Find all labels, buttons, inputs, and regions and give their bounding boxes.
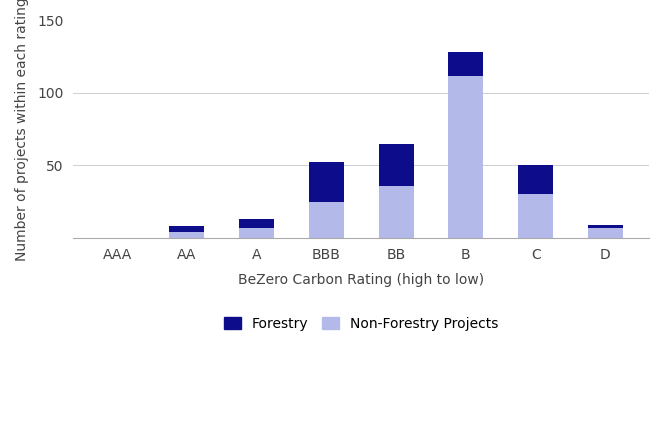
- Y-axis label: Number of projects within each rating: Number of projects within each rating: [15, 0, 29, 261]
- Bar: [518, 166, 553, 194]
- Bar: [378, 144, 414, 186]
- Bar: [448, 76, 483, 238]
- Bar: [588, 225, 623, 228]
- X-axis label: BeZero Carbon Rating (high to low): BeZero Carbon Rating (high to low): [238, 273, 484, 287]
- Bar: [378, 186, 414, 238]
- Legend: Forestry, Non-Forestry Projects: Forestry, Non-Forestry Projects: [217, 310, 505, 338]
- Bar: [169, 232, 205, 238]
- Bar: [448, 52, 483, 76]
- Bar: [588, 228, 623, 238]
- Bar: [169, 226, 205, 232]
- Bar: [239, 228, 274, 238]
- Bar: [239, 219, 274, 228]
- Bar: [518, 194, 553, 238]
- Bar: [309, 202, 344, 238]
- Bar: [309, 163, 344, 202]
